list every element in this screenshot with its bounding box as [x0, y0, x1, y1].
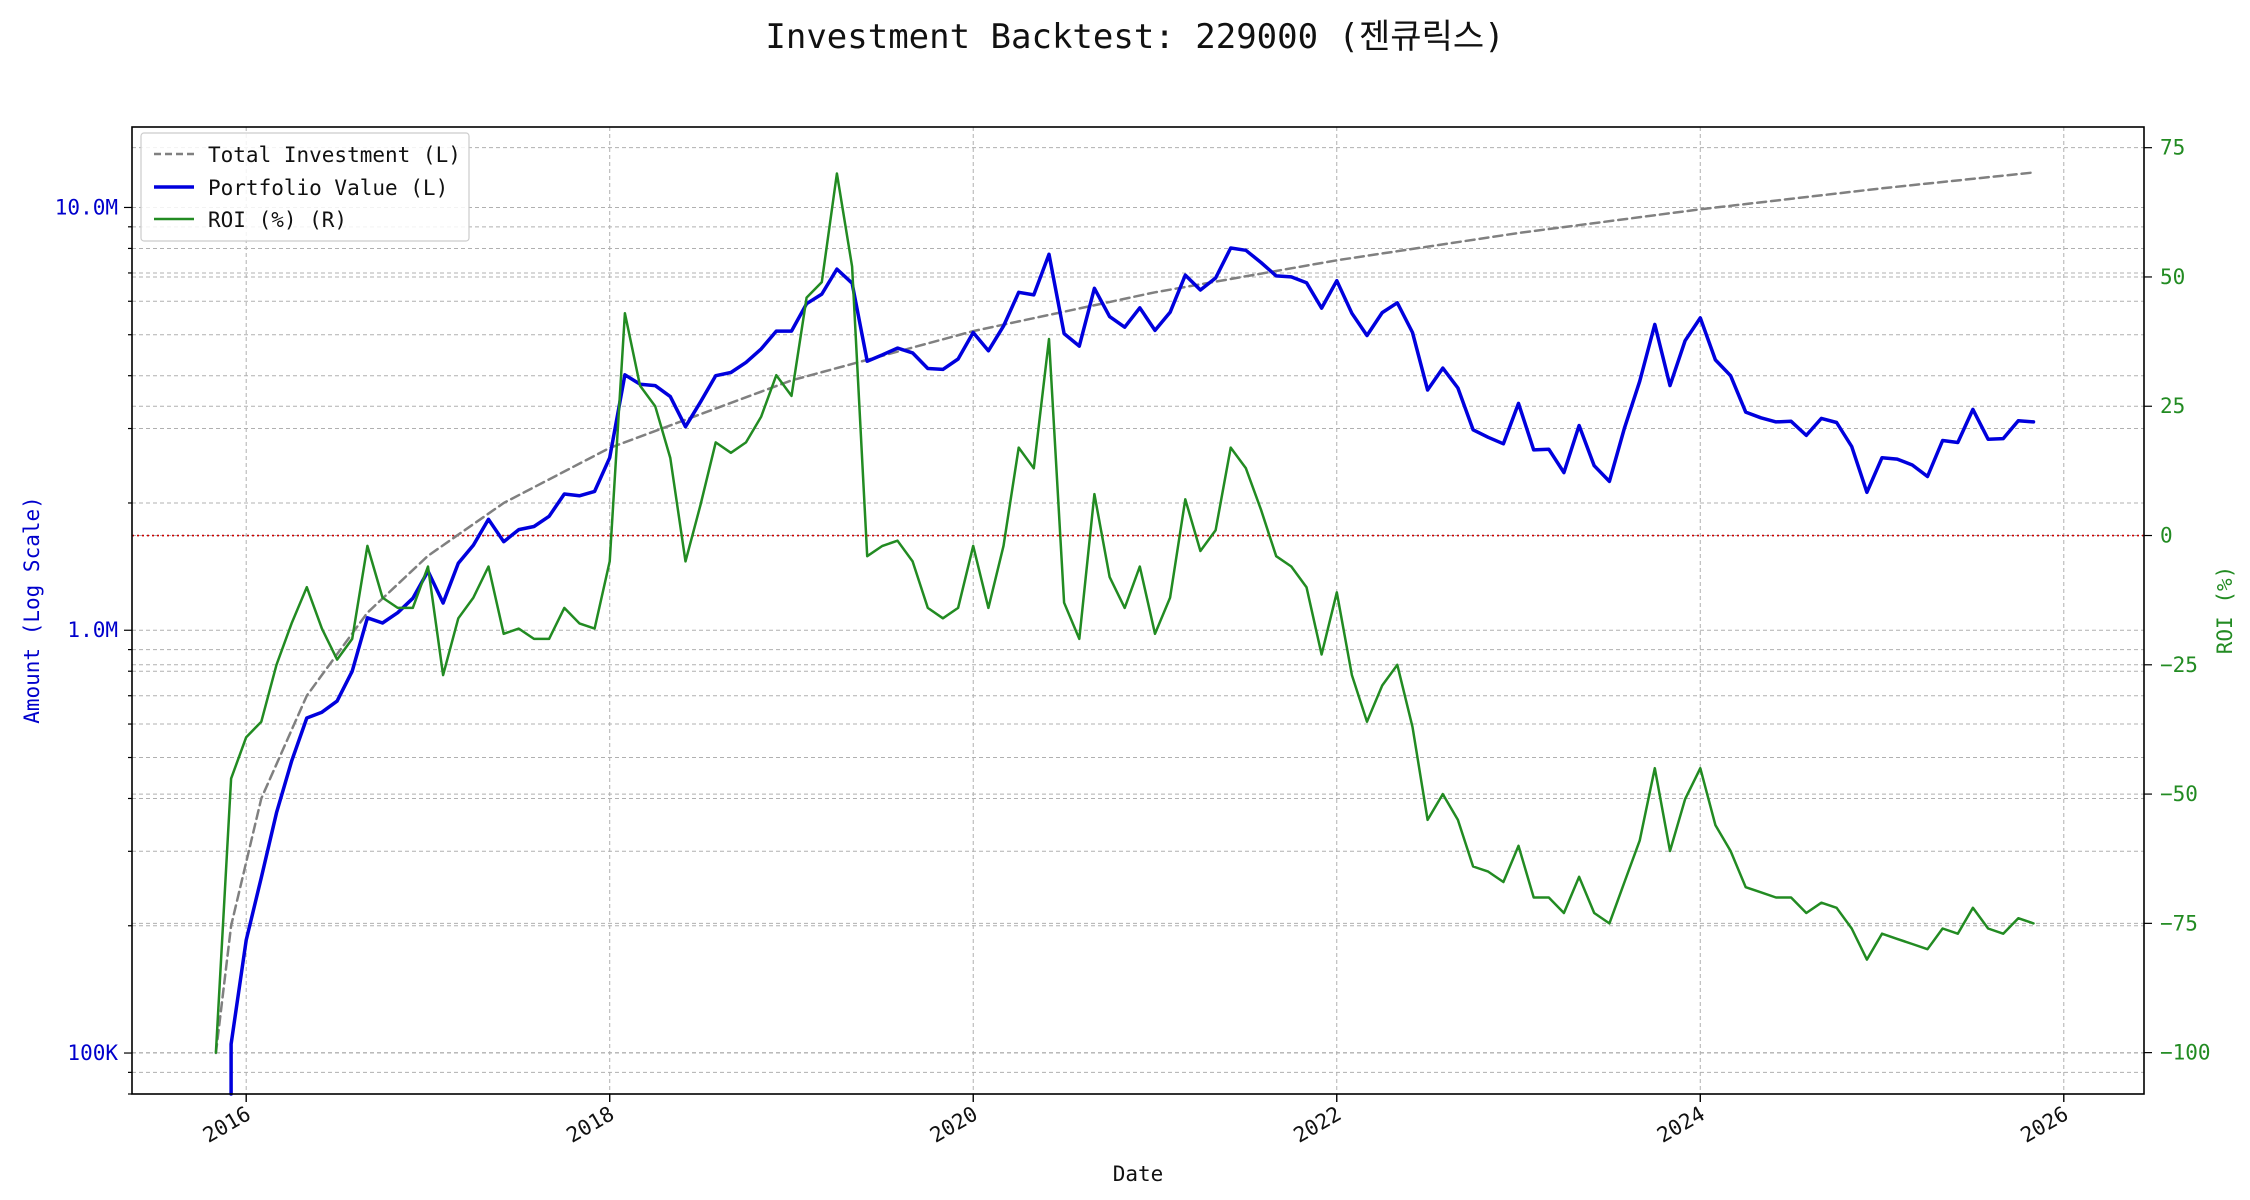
legend-box — [140, 132, 470, 242]
x-axis-label: Date — [1113, 1162, 1164, 1186]
legend-label-portfolio-value: Portfolio Value (L) — [208, 176, 448, 200]
x-tick-label: 2026 — [2016, 1102, 2072, 1148]
y-left-axis-ticks: 100K 1.0M 10.0M — [55, 195, 132, 1095]
y-left-axis-label: Amount (Log Scale) — [20, 496, 44, 724]
x-tick-label: 2018 — [562, 1102, 618, 1148]
y-right-tick-label: 75 — [2160, 136, 2185, 160]
series-total-investment — [214, 171, 2035, 1055]
series-portfolio-value — [229, 246, 2036, 1096]
y-right-tick-label: 0 — [2160, 524, 2173, 548]
y-right-axis-label: ROI (%) — [2213, 566, 2237, 655]
y-right-tick-label: −50 — [2160, 782, 2198, 806]
series-lines — [214, 171, 2036, 1096]
x-axis-ticks: 2016 2018 2020 2022 2024 2026 — [199, 1094, 2072, 1148]
y-left-tick-label: 1.0M — [67, 618, 118, 642]
series-roi — [214, 172, 2035, 1054]
y-right-tick-label: −100 — [2160, 1041, 2211, 1065]
x-tick-label: 2022 — [1289, 1102, 1345, 1148]
legend: Total Investment (L) Portfolio Value (L)… — [140, 132, 470, 242]
grid — [132, 127, 2144, 1095]
chart-title: Investment Backtest: 229000 (젠큐릭스) — [765, 17, 1504, 57]
y-right-tick-label: −75 — [2160, 911, 2198, 935]
y-left-tick-label: 10.0M — [55, 195, 118, 219]
y-left-tick-label: 100K — [67, 1041, 118, 1065]
y-right-tick-label: −25 — [2160, 653, 2198, 677]
x-tick-label: 2024 — [1653, 1102, 1709, 1148]
legend-label-total-investment: Total Investment (L) — [208, 143, 461, 167]
x-tick-label: 2020 — [926, 1102, 982, 1148]
x-tick-label: 2016 — [199, 1102, 255, 1148]
y-right-axis-ticks: −100 −75 −50 −25 0 25 50 75 — [2144, 136, 2211, 1065]
y-right-tick-label: 50 — [2160, 265, 2185, 289]
y-right-tick-label: 25 — [2160, 394, 2185, 418]
plot-frame — [131, 126, 2145, 1095]
legend-label-roi: ROI (%) (R) — [208, 208, 347, 232]
